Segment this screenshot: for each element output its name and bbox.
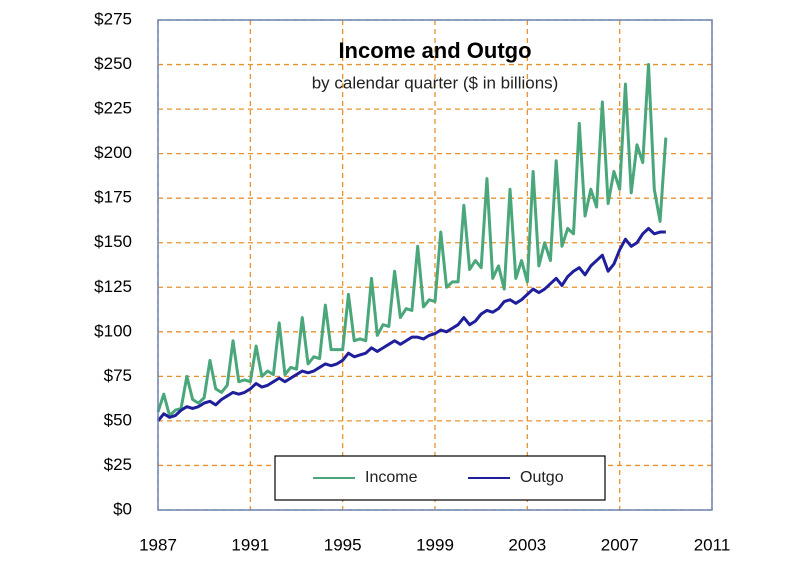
x-tick-label: 1991: [231, 535, 269, 554]
x-tick-label: 2007: [601, 535, 639, 554]
y-tick-label: $25: [104, 455, 132, 474]
x-tick-label: 1987: [139, 535, 177, 554]
chart-title: Income and Outgo: [338, 38, 531, 63]
y-tick-label: $125: [94, 277, 132, 296]
legend: Income Outgo: [274, 455, 606, 501]
y-tick-label: $275: [94, 9, 132, 28]
plot-border: [157, 19, 713, 511]
x-tick-label: 2011: [694, 535, 731, 554]
legend-label: Income: [365, 469, 418, 486]
chart-subtitle: by calendar quarter ($ in billions): [312, 73, 559, 92]
y-tick-label: $150: [94, 232, 132, 251]
y-tick-label: $100: [94, 321, 132, 340]
y-tick-label: $250: [94, 54, 132, 73]
y-tick-label: $200: [94, 143, 132, 162]
y-tick-label: $0: [113, 499, 132, 518]
y-tick-label: $50: [104, 410, 132, 429]
y-tick-label: $175: [94, 188, 132, 207]
y-tick-label: $75: [104, 366, 132, 385]
y-tick-label: $225: [94, 99, 132, 118]
legend-label: Outgo: [520, 469, 564, 486]
x-tick-label: 1995: [324, 535, 362, 554]
series-line: [156, 226, 666, 422]
x-tick-label: 2003: [508, 535, 546, 554]
x-tick-label: 1999: [416, 535, 454, 554]
lines: [156, 63, 668, 422]
series-line: [156, 63, 668, 418]
